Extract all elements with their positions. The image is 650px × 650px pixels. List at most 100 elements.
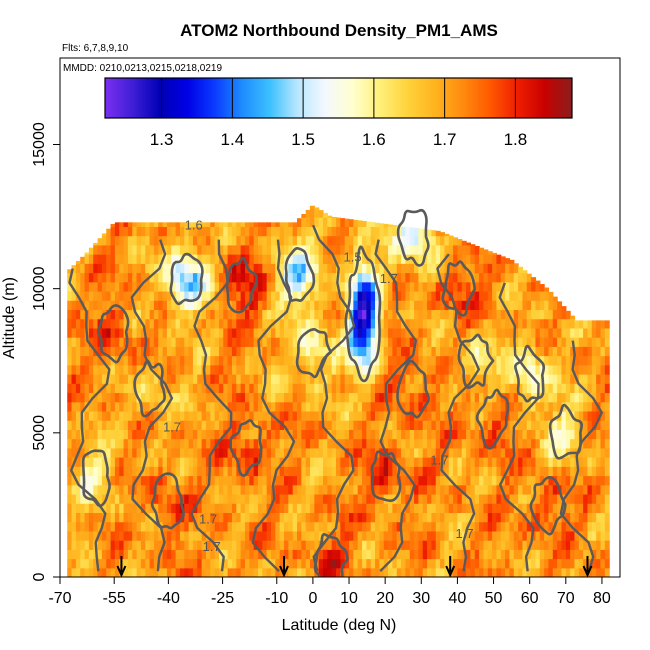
heatmap-cell bbox=[405, 567, 411, 577]
heatmap-cell bbox=[114, 493, 120, 504]
heatmap-cell bbox=[552, 383, 558, 394]
heatmap-cell bbox=[344, 244, 350, 255]
heatmap-cell bbox=[67, 438, 73, 449]
heatmap-cell bbox=[349, 235, 354, 246]
heatmap-cell bbox=[288, 549, 294, 560]
heatmap-cell bbox=[375, 567, 380, 577]
heatmap-cell bbox=[205, 484, 211, 495]
heatmap-cell bbox=[496, 300, 502, 311]
heatmap-cell bbox=[379, 374, 385, 384]
heatmap-cell bbox=[166, 484, 172, 495]
heatmap-cell bbox=[114, 503, 120, 514]
heatmap-cell bbox=[223, 392, 229, 403]
heatmap-cell bbox=[270, 549, 276, 560]
heatmap-cell bbox=[67, 457, 73, 467]
heatmap-cell bbox=[466, 374, 472, 384]
heatmap-cell bbox=[427, 272, 433, 283]
heatmap-cell bbox=[153, 222, 159, 227]
heatmap-cell bbox=[565, 493, 571, 504]
heatmap-cell bbox=[331, 272, 337, 283]
heatmap-cell bbox=[231, 374, 237, 384]
heatmap-cell bbox=[509, 549, 515, 560]
heatmap-cell bbox=[80, 521, 86, 532]
heatmap-cell bbox=[218, 222, 224, 227]
heatmap-cell bbox=[179, 567, 185, 577]
heatmap-cell bbox=[435, 567, 441, 577]
heatmap-cell bbox=[106, 272, 112, 283]
heatmap-cell bbox=[414, 420, 419, 430]
heatmap-cell bbox=[561, 337, 567, 347]
heatmap-cell bbox=[240, 290, 246, 301]
heatmap-cell bbox=[453, 263, 459, 274]
heatmap-cell bbox=[97, 484, 103, 495]
heatmap-cell bbox=[127, 558, 133, 569]
heatmap-cell bbox=[379, 410, 385, 421]
heatmap-cell bbox=[353, 281, 359, 292]
heatmap-cell bbox=[249, 567, 255, 577]
heatmap-cell bbox=[284, 420, 289, 430]
heatmap-cell bbox=[314, 300, 320, 311]
heatmap-cell bbox=[266, 484, 272, 495]
heatmap-cell bbox=[418, 457, 424, 467]
heatmap-cell bbox=[184, 272, 190, 283]
heatmap-cell bbox=[184, 364, 190, 375]
heatmap-cell bbox=[548, 540, 554, 550]
heatmap-cell bbox=[71, 346, 77, 357]
heatmap-cell bbox=[435, 309, 441, 320]
heatmap-cell bbox=[75, 429, 81, 440]
heatmap-cell bbox=[179, 226, 185, 237]
heatmap-cell bbox=[223, 355, 229, 366]
heatmap-cell bbox=[327, 503, 333, 514]
heatmap-cell bbox=[223, 222, 229, 227]
heatmap-cell bbox=[366, 512, 372, 523]
heatmap-cell bbox=[223, 290, 229, 301]
heatmap-cell bbox=[88, 309, 94, 320]
heatmap-cell bbox=[344, 521, 350, 532]
heatmap-cell bbox=[75, 355, 81, 366]
heatmap-cell bbox=[101, 558, 107, 569]
heatmap-cell bbox=[223, 558, 229, 569]
heatmap-cell bbox=[583, 401, 589, 412]
heatmap-cell bbox=[457, 239, 463, 246]
heatmap-cell bbox=[175, 374, 181, 384]
heatmap-cell bbox=[370, 222, 376, 227]
heatmap-cell bbox=[210, 272, 216, 283]
heatmap-cell bbox=[587, 549, 593, 560]
heatmap-cell bbox=[119, 337, 125, 347]
heatmap-cell bbox=[392, 521, 398, 532]
contour-line bbox=[311, 224, 356, 572]
heatmap-cell bbox=[140, 290, 146, 301]
heatmap-cell bbox=[327, 374, 333, 384]
heatmap-cell bbox=[119, 290, 125, 301]
heatmap-cell bbox=[80, 309, 86, 320]
heatmap-cell bbox=[184, 558, 190, 569]
heatmap-cell bbox=[470, 392, 476, 403]
heatmap-cell bbox=[214, 364, 220, 375]
heatmap-cell bbox=[388, 392, 393, 403]
heatmap-cell bbox=[153, 540, 159, 550]
heatmap-cell bbox=[600, 355, 606, 366]
heatmap-cell bbox=[201, 222, 207, 227]
heatmap-cell bbox=[327, 300, 333, 311]
heatmap-cell bbox=[513, 327, 519, 338]
heatmap-cell bbox=[123, 383, 129, 394]
heatmap-cell bbox=[435, 364, 441, 375]
heatmap-cell bbox=[349, 530, 354, 541]
heatmap-cell bbox=[383, 318, 389, 329]
heatmap-cell bbox=[284, 530, 289, 541]
heatmap-cell bbox=[244, 521, 250, 532]
contour-label: 1.7 bbox=[456, 526, 474, 541]
heatmap-cell bbox=[93, 290, 99, 301]
heatmap-cell bbox=[336, 457, 341, 467]
heatmap-cell bbox=[448, 512, 454, 523]
heatmap-cell bbox=[301, 364, 307, 375]
heatmap-cell bbox=[492, 410, 498, 421]
heatmap-cell bbox=[539, 567, 545, 577]
heatmap-cell bbox=[418, 355, 424, 366]
heatmap-cell bbox=[405, 374, 411, 384]
heatmap-cell bbox=[270, 540, 276, 550]
heatmap-cell bbox=[431, 318, 437, 329]
heatmap-cell bbox=[162, 466, 168, 477]
heatmap-cell bbox=[223, 244, 229, 255]
heatmap-cell bbox=[75, 364, 81, 375]
